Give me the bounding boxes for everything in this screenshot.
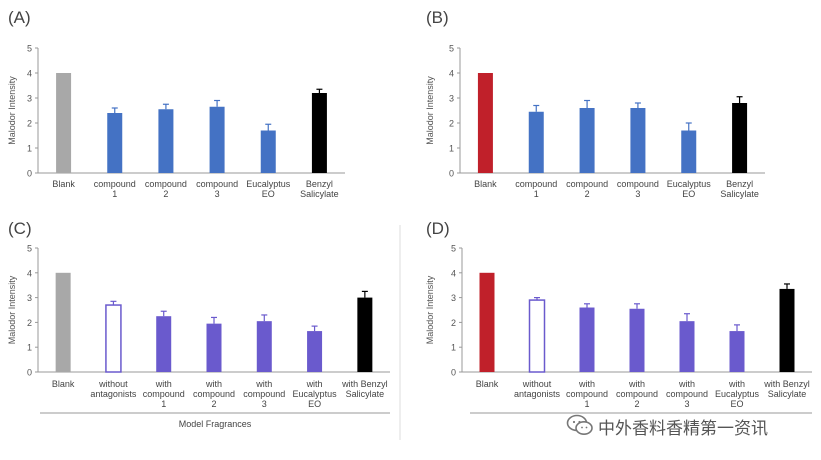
y-tick-label: 1 — [451, 343, 456, 353]
bar — [156, 316, 172, 372]
x-tick-label: with compound 3 — [243, 379, 285, 409]
x-tick-label: Benzyl Salicylate — [300, 179, 339, 199]
panel-b: (B) 0 1 2 3 4 5 Malodor Intensity Blank compound… — [420, 0, 820, 215]
x-tick-label: compound 1 — [94, 179, 136, 199]
bar — [528, 299, 546, 373]
x-tick-label: with Eucalyptus EO — [715, 379, 760, 409]
bar — [307, 331, 323, 372]
x-tick-label: Blank — [52, 179, 75, 189]
x-tick-label: with compound 1 — [566, 379, 608, 409]
y-tick-label: 0 — [451, 368, 456, 378]
y-tick-label: 4 — [449, 69, 454, 79]
y-tick-label: 5 — [449, 44, 454, 54]
bar — [357, 297, 373, 372]
bar — [681, 130, 697, 173]
y-axis-label: Malodor Intensity — [7, 76, 17, 145]
panel-label: (B) — [426, 8, 449, 27]
bar — [679, 321, 695, 372]
bar — [209, 106, 225, 173]
bar — [779, 288, 795, 372]
bar — [732, 103, 748, 173]
x-tick-label: compound 3 — [196, 179, 238, 199]
bar-chart-b: 0 1 2 3 4 5 Malodor Intensity Blank compound 1 com… — [425, 44, 765, 199]
y-tick-label: 5 — [451, 244, 456, 254]
y-axis-label: Malodor Intensity — [425, 76, 435, 145]
bar — [479, 272, 495, 372]
x-tick-label: with compound 2 — [616, 379, 658, 409]
y-tick-label: 3 — [27, 293, 32, 303]
bar-chart-d: 0 1 2 3 4 5 Malodor Intensity Blank without antag… — [425, 244, 812, 414]
x-tick-label: with Benzyl Salicylate — [341, 379, 388, 399]
bar — [477, 73, 493, 173]
y-tick-label: 5 — [27, 44, 32, 54]
watermark-text: 中外香料香精第一资讯 — [598, 419, 768, 439]
x-tick-label: with Benzyl Salicylate — [763, 379, 810, 399]
bar — [729, 331, 745, 372]
bar — [311, 93, 327, 173]
panel-a: (A) 0 1 2 3 4 5 Malodor Intensity Blank compound… — [0, 0, 410, 215]
x-tick-label: with Eucalyptus EO — [293, 379, 338, 409]
bar — [260, 130, 276, 173]
panel-label: (A) — [8, 8, 31, 27]
panel-c: (C) 0 1 2 3 4 5 Malodor Intensity Blank without a… — [0, 215, 410, 450]
y-tick-label: 5 — [27, 244, 32, 254]
x-tick-label: Blank — [474, 179, 497, 189]
panel-label: (D) — [426, 219, 450, 238]
bar — [107, 113, 123, 173]
y-tick-label: 2 — [451, 318, 456, 328]
x-tick-label: Eucalyptus EO — [246, 179, 291, 199]
bar — [579, 307, 595, 372]
group-label: Model Fragrances — [179, 419, 252, 429]
x-tick-label: compound 2 — [145, 179, 187, 199]
wechat-icon — [566, 414, 593, 435]
x-tick-label: without antagonists — [90, 379, 137, 399]
bar — [629, 308, 645, 372]
y-tick-label: 4 — [451, 268, 456, 278]
y-tick-label: 0 — [449, 169, 454, 179]
y-tick-label: 1 — [27, 343, 32, 353]
x-tick-label: with compound 2 — [193, 379, 235, 409]
x-tick-label: Benzyl Salicylate — [720, 179, 759, 199]
y-axis-label: Malodor Intensity — [425, 275, 435, 344]
bar-chart-a: 0 1 2 3 4 5 Malodor Intensity Blank compound 1 com… — [7, 44, 345, 199]
bar — [105, 304, 122, 373]
bar-chart-c: 0 1 2 3 4 5 Malodor Intensity Blank without antag… — [7, 225, 401, 440]
y-tick-label: 3 — [27, 94, 32, 104]
y-tick-label: 3 — [451, 293, 456, 303]
y-tick-label: 4 — [27, 268, 32, 278]
y-axis-label: Malodor Intensity — [7, 275, 17, 344]
y-tick-label: 0 — [27, 368, 32, 378]
x-tick-label: without antagonists — [514, 379, 561, 399]
panel-d: (D) 0 1 2 3 4 5 Malodor Intensity Blank without a… — [420, 215, 820, 450]
y-tick-label: 0 — [27, 169, 32, 179]
x-tick-label: compound 3 — [617, 179, 659, 199]
x-tick-label: with compound 3 — [666, 379, 708, 409]
bar — [55, 272, 71, 372]
bar — [528, 111, 544, 173]
bar — [56, 73, 72, 173]
bar — [579, 108, 595, 173]
y-tick-label: 2 — [27, 119, 32, 129]
watermark: 中外香料香精第一资讯 — [562, 410, 812, 440]
bar — [206, 323, 222, 372]
bar — [630, 108, 646, 173]
bar — [158, 109, 174, 173]
x-tick-label: Blank — [476, 379, 499, 389]
x-tick-label: compound 1 — [515, 179, 557, 199]
y-tick-label: 1 — [27, 144, 32, 154]
x-tick-label: compound 2 — [566, 179, 608, 199]
y-tick-label: 1 — [449, 144, 454, 154]
bar — [256, 321, 272, 372]
x-tick-label: with compound 1 — [143, 379, 185, 409]
y-tick-label: 2 — [27, 318, 32, 328]
y-tick-label: 2 — [449, 119, 454, 129]
x-tick-label: Eucalyptus EO — [667, 179, 712, 199]
panel-label: (C) — [8, 219, 32, 238]
x-tick-label: Blank — [52, 379, 75, 389]
y-tick-label: 3 — [449, 94, 454, 104]
y-tick-label: 4 — [27, 69, 32, 79]
